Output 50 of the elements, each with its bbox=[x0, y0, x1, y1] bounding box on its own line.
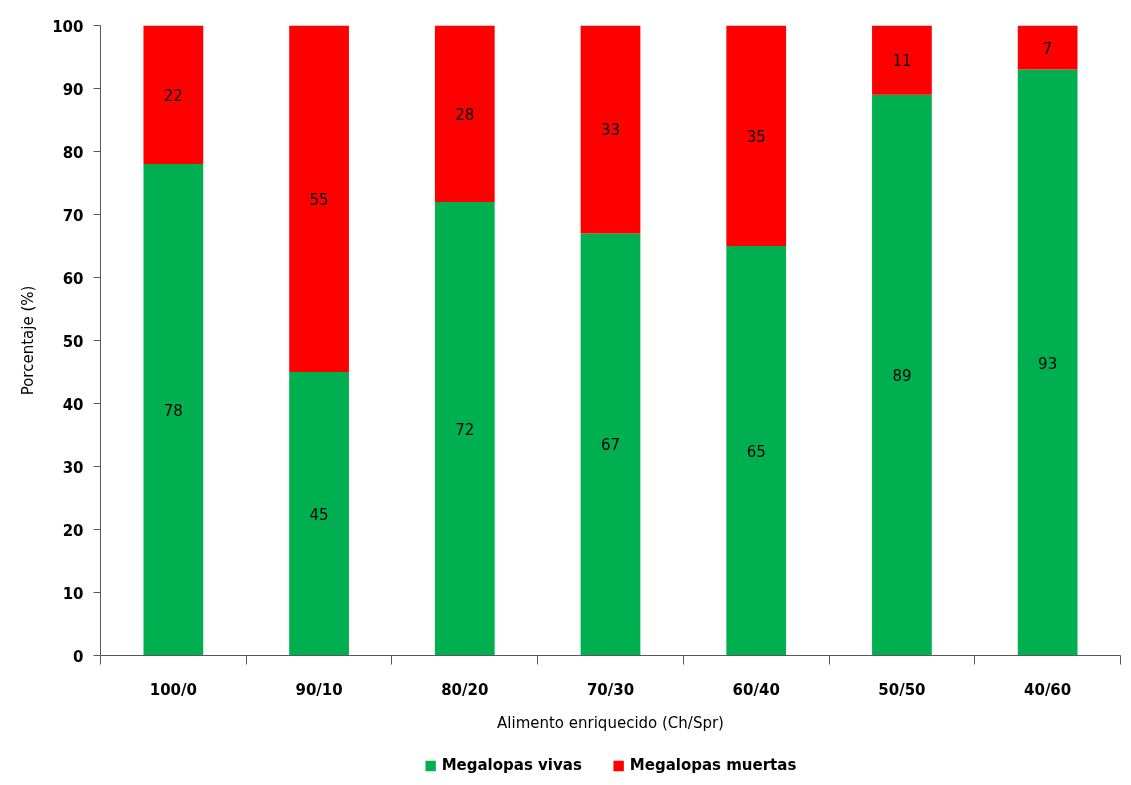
y-tick-label: 40 bbox=[62, 395, 84, 414]
bar bbox=[580, 233, 641, 656]
y-tick-label: 70 bbox=[62, 206, 84, 225]
legend-label: Megalopas vivas bbox=[441, 756, 582, 774]
x-tick-label: 40/60 bbox=[1024, 680, 1072, 699]
y-axis-title: Porcentaje (%) bbox=[19, 285, 38, 396]
bar bbox=[726, 25, 787, 246]
data-label: 72 bbox=[455, 420, 475, 439]
data-label: 65 bbox=[746, 442, 766, 461]
y-tick-label: 80 bbox=[62, 143, 84, 162]
x-tick-label: 70/30 bbox=[586, 680, 635, 699]
data-label: 35 bbox=[746, 127, 766, 146]
y-tick-label: 50 bbox=[62, 332, 84, 351]
y-tick-label: 20 bbox=[62, 521, 84, 540]
data-label: 78 bbox=[163, 401, 183, 420]
bar bbox=[289, 372, 349, 656]
legend-label: Megalopas muertas bbox=[629, 756, 797, 774]
bar bbox=[434, 25, 495, 202]
data-label: 93 bbox=[1038, 354, 1058, 373]
bar bbox=[580, 25, 641, 234]
data-label: 7 bbox=[1042, 39, 1053, 58]
bar bbox=[726, 246, 787, 656]
y-tick-label: 90 bbox=[62, 80, 84, 99]
y-tick-label: 30 bbox=[62, 458, 84, 477]
bar bbox=[143, 25, 204, 165]
y-tick-label: 10 bbox=[62, 584, 84, 603]
bar bbox=[434, 201, 495, 656]
data-label: 89 bbox=[892, 367, 912, 386]
x-axis-title: Alimento enriquecido (Ch/Spr) bbox=[497, 713, 724, 732]
bar bbox=[1017, 25, 1078, 70]
x-tick-label: 90/10 bbox=[295, 680, 343, 699]
data-label: 33 bbox=[600, 121, 621, 140]
bar bbox=[143, 164, 204, 656]
x-tick-label: 60/40 bbox=[732, 680, 780, 699]
bar bbox=[289, 25, 349, 372]
bar bbox=[1017, 69, 1078, 656]
data-label: 67 bbox=[600, 436, 621, 455]
y-tick-label: 100 bbox=[52, 17, 84, 36]
bar bbox=[872, 94, 932, 656]
data-label: 11 bbox=[892, 52, 912, 71]
data-label: 28 bbox=[455, 105, 475, 124]
data-label: 55 bbox=[309, 190, 329, 209]
y-tick-label: 60 bbox=[62, 269, 84, 288]
x-tick-label: 100/0 bbox=[149, 680, 197, 699]
x-tick-label: 80/20 bbox=[441, 680, 489, 699]
data-label: 45 bbox=[309, 505, 329, 524]
x-tick-label: 50/50 bbox=[878, 680, 926, 699]
y-tick-label: 0 bbox=[73, 647, 84, 666]
bar bbox=[872, 25, 932, 95]
data-label: 22 bbox=[163, 86, 183, 105]
